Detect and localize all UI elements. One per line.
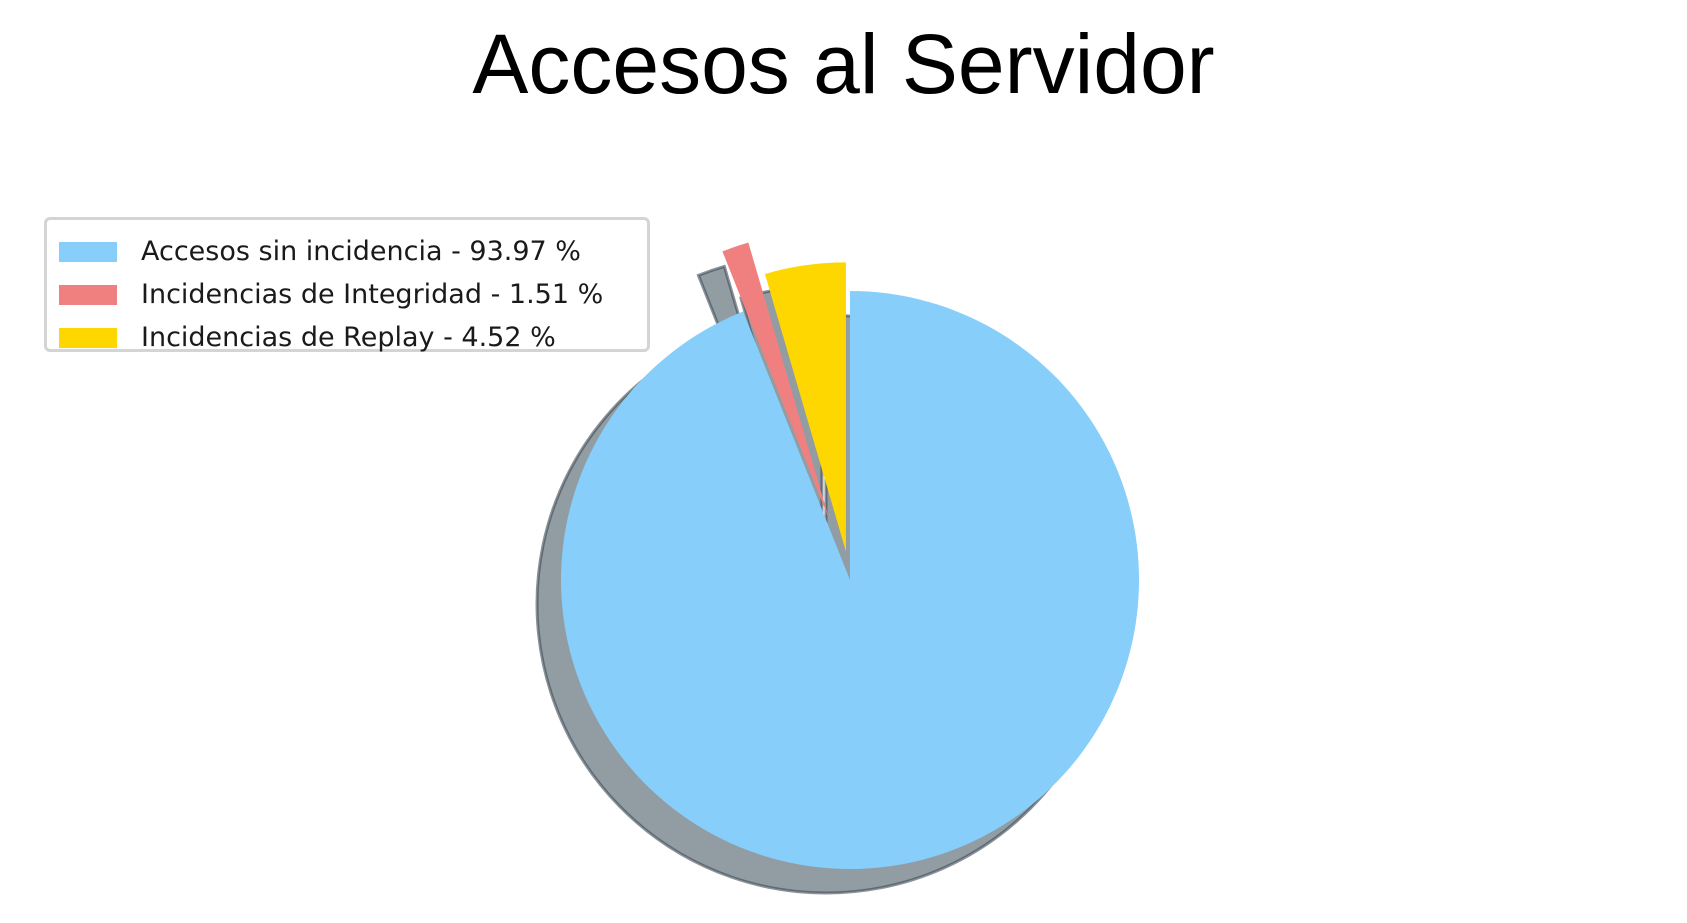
pie-slice-layer (561, 242, 1140, 869)
legend-label: Incidencias de Integridad - 1.51 % (141, 279, 604, 310)
pie-slice (722, 242, 830, 520)
legend-swatch (59, 327, 117, 348)
legend-entry: Accesos sin incidencia - 93.97 % (59, 230, 635, 273)
legend: Accesos sin incidencia - 93.97 % Incidenc… (44, 217, 650, 353)
legend-entry: Incidencias de Integridad - 1.51 % (59, 273, 635, 316)
pie-slice (561, 291, 1140, 869)
legend-label: Accesos sin incidencia - 93.97 % (141, 236, 581, 267)
legend-swatch (59, 284, 117, 305)
legend-entry: Incidencias de Replay - 4.52 % (59, 316, 635, 359)
chart-title: Accesos al Servidor (472, 17, 1215, 111)
legend-swatch (59, 241, 117, 262)
legend-label: Incidencias de Replay - 4.52 % (141, 322, 556, 353)
pie-slice (764, 262, 846, 552)
